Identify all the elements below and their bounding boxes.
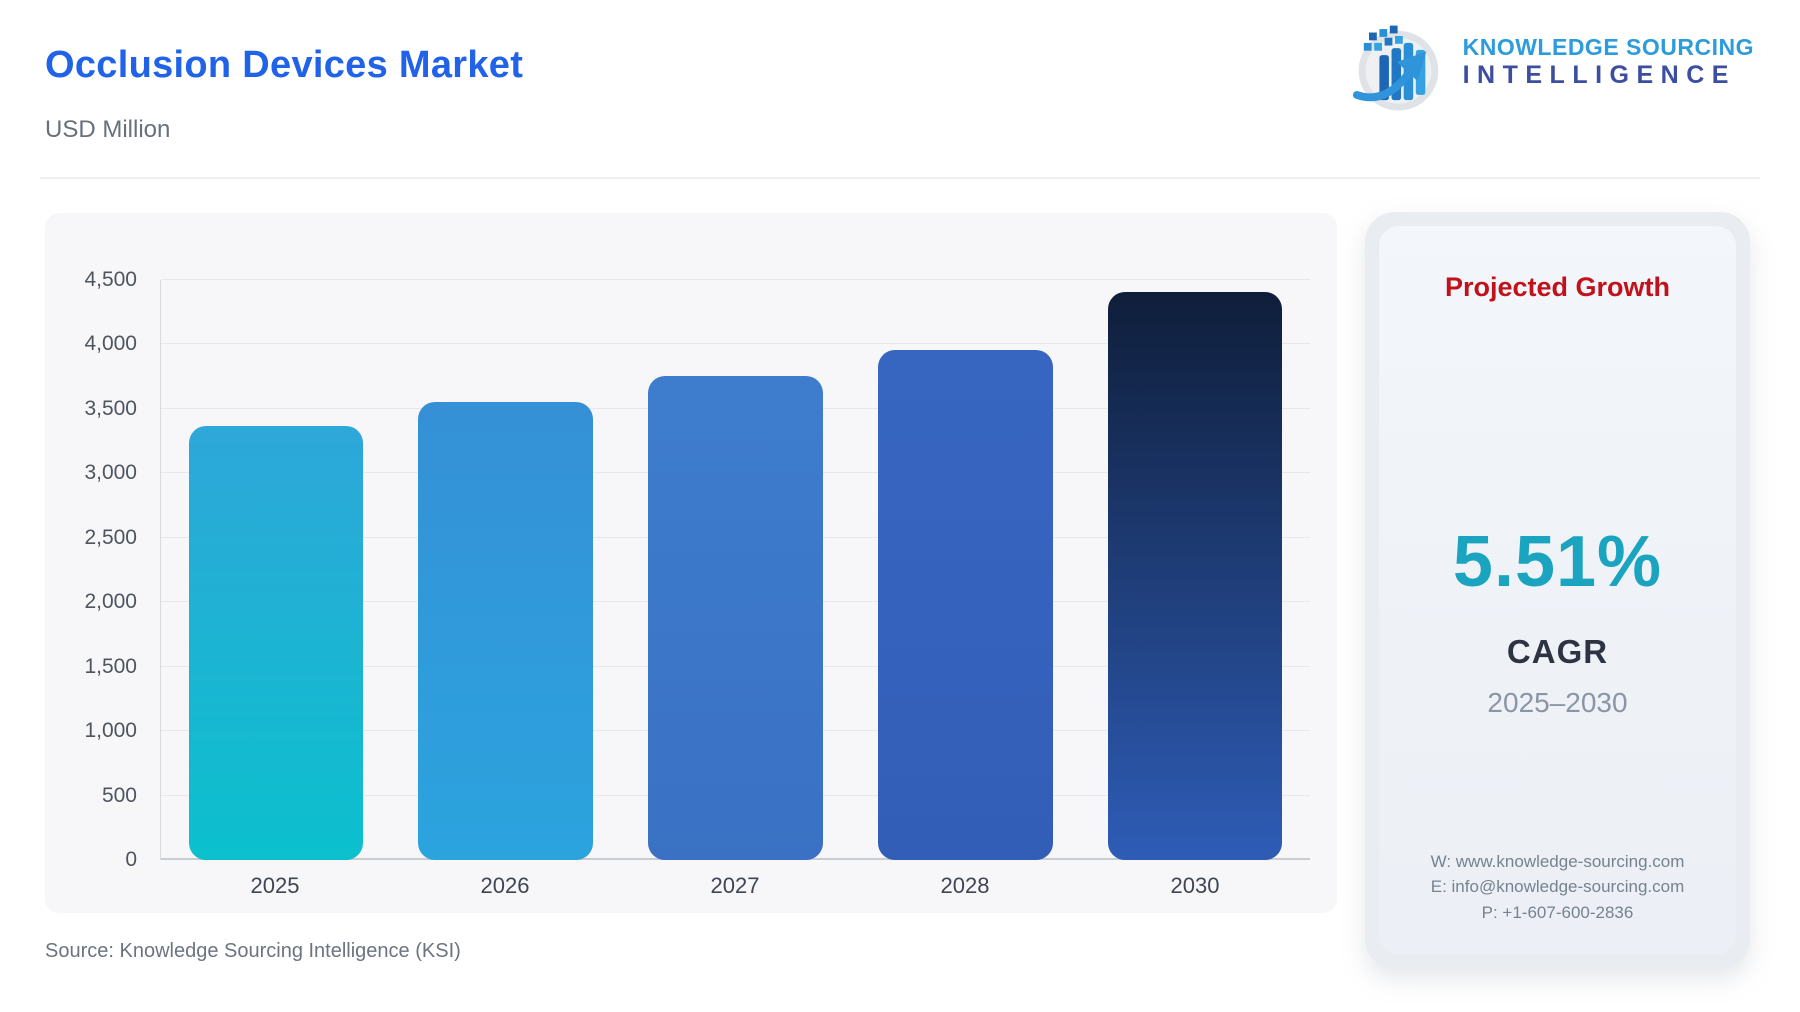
y-axis-tick-4500: 4,500 xyxy=(84,268,137,291)
y-axis-tick-1000: 1,000 xyxy=(84,719,137,743)
y-axis-tick-1500: 1,500 xyxy=(84,654,137,678)
bar-2026 xyxy=(418,401,594,860)
company-logo: KNOWLEDGE SOURCING INTELLIGENCE xyxy=(1343,10,1754,114)
bar-slot-2028 xyxy=(850,280,1080,860)
bar-2025 xyxy=(188,425,364,860)
y-axis-tick-500: 500 xyxy=(101,783,137,807)
header-divider xyxy=(40,177,1760,179)
y-axis-tick-4000: 4,000 xyxy=(84,332,137,356)
chart-unit-label: USD Million xyxy=(45,116,171,143)
x-axis-label-2025: 2025 xyxy=(250,873,300,898)
x-axis-labels: 2025 2026 2027 2028 2030 xyxy=(160,873,1310,899)
bar-2028 xyxy=(877,349,1053,860)
x-axis-label-2027: 2027 xyxy=(710,873,760,898)
y-axis-tick-0: 0 xyxy=(125,848,137,871)
bar-2027 xyxy=(648,376,823,860)
logo-line2: INTELLIGENCE xyxy=(1462,60,1736,89)
contact-info: W: www.knowledge-sourcing.com E: info@kn… xyxy=(1431,849,1685,926)
cagr-label: CAGR xyxy=(1506,633,1609,670)
plot-area: 0 500 1,000 1,500 2,000 2,500 3,000 3,500 4,000 4… xyxy=(84,268,1310,871)
y-axis-tick-3000: 3,000 xyxy=(84,461,137,485)
y-axis-tick-3500: 3,500 xyxy=(84,396,137,420)
y-axis-tick-2000: 2,000 xyxy=(84,590,137,614)
x-axis-label-2026: 2026 xyxy=(480,873,530,898)
bar-slot-2025 xyxy=(161,280,391,860)
projected-growth-card: Projected Growth 5.51% CAGR 2025–2030 W:… xyxy=(1365,212,1750,969)
x-axis-label-2028: 2028 xyxy=(940,873,990,898)
source-note: Source: Knowledge Sourcing Intelligence … xyxy=(45,940,461,962)
bar-slot-2027 xyxy=(621,280,851,860)
logo-line1: KNOWLEDGE SOURCING xyxy=(1462,34,1754,61)
bar-2030 xyxy=(1107,292,1283,860)
y-axis-tick-2500: 2,500 xyxy=(84,525,137,549)
forecast-period: 2025–2030 xyxy=(1487,687,1628,718)
page-title: Occlusion Devices Market xyxy=(45,44,524,86)
cagr-value: 5.51% xyxy=(1452,522,1663,602)
contact-website: W: www.knowledge-sourcing.com xyxy=(1430,851,1685,871)
bar-slot-2030 xyxy=(1080,280,1310,860)
gridline-4000 xyxy=(161,343,1310,345)
bars-container xyxy=(161,280,1310,860)
logo-text: KNOWLEDGE SOURCING INTELLIGENCE xyxy=(1463,34,1754,89)
projected-growth-heading: Projected Growth xyxy=(1444,272,1671,302)
logo-chart-globe-icon xyxy=(1352,25,1438,111)
contact-email: E: info@knowledge-sourcing.com xyxy=(1430,877,1685,896)
contact-phone: P: +1-607-600-2836 xyxy=(1481,902,1634,922)
projected-growth-card-inner: Projected Growth 5.51% CAGR 2025–2030 W:… xyxy=(1379,226,1736,955)
x-axis-label-2030: 2030 xyxy=(1170,873,1220,898)
bar-slot-2026 xyxy=(391,280,621,860)
bar-chart: 0 500 1,000 1,500 2,000 2,500 3,000 3,500 4,000 4… xyxy=(45,213,1337,913)
gridline-4500 xyxy=(161,279,1310,280)
